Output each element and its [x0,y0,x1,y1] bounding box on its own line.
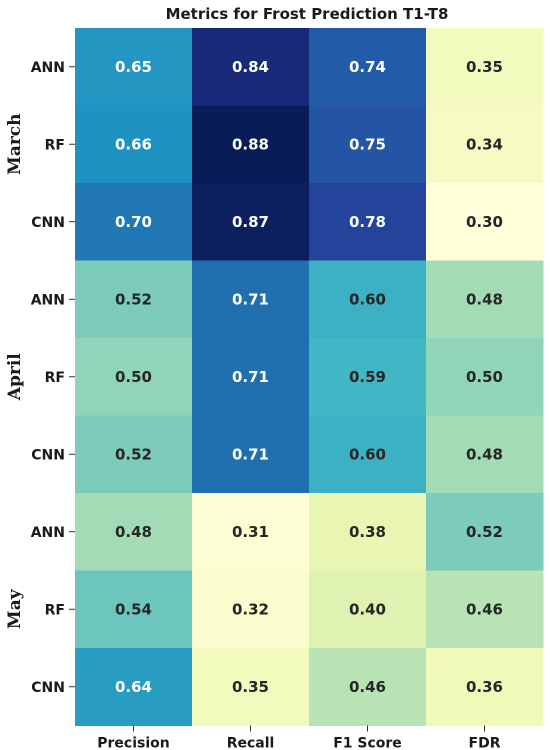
cell-value-label: 0.71 [232,290,269,308]
group-label: April [5,353,25,401]
cell-value-label: 0.34 [466,135,503,153]
cell-value-label: 0.50 [466,368,503,386]
heatmap-cell [75,570,193,649]
heatmap-cell [426,183,544,261]
heatmap-cell [309,105,427,184]
cell-value-label: 0.84 [232,58,269,76]
cell-value-label: 0.88 [232,135,269,153]
cell-value-label: 0.65 [115,58,152,76]
cell-value-label: 0.54 [115,600,152,618]
cell-value-label: 0.35 [232,678,269,696]
cell-value-label: 0.40 [349,600,386,618]
group-labels: March April May [5,113,25,629]
cell-value-label: 0.75 [349,135,386,153]
heatmap-cell [426,415,544,494]
heatmap-cell [426,28,544,106]
cell-value-label: 0.66 [115,135,152,153]
heatmap-cell [75,260,193,339]
y-tick-label: ANN [31,292,65,308]
heatmap-cell [309,28,427,106]
heatmap-cell [309,260,427,339]
y-tick-label: ANN [31,525,65,541]
heatmap-cell [192,105,310,184]
heatmap-cell [309,648,427,726]
heatmap-cell [309,338,427,416]
cell-value-label: 0.50 [115,368,152,386]
cell-value-label: 0.31 [232,523,269,541]
x-tick-label: Precision [97,736,169,750]
cell-value-label: 0.46 [466,600,503,618]
chart-title: Metrics for Frost Prediction T1-T8 [166,5,449,23]
y-tick-label: RF [45,602,65,618]
heatmap-cell [426,338,544,416]
y-tick-label: CNN [31,215,65,231]
x-tick-label: F1 Score [333,736,402,750]
cell-value-label: 0.87 [232,213,269,231]
heatmap-cell [309,415,427,494]
group-label: March [5,113,25,175]
cell-value-label: 0.32 [232,600,269,618]
heatmap-cell-labels: 0.65 0.84 0.74 0.35 0.66 0.88 0.75 0.34 0.70 0.87… [115,58,503,696]
heatmap-cell [426,105,544,184]
y-tick-label: RF [45,370,65,386]
x-tick-label: Recall [227,736,275,750]
heatmap-cell [309,493,427,571]
cell-value-label: 0.52 [466,523,503,541]
y-tick-labels: ANN RF CNN ANN RF CNN ANN RF CNN [31,60,75,696]
cell-value-label: 0.71 [232,445,269,463]
cell-value-label: 0.64 [115,678,152,696]
heatmap-cell [75,338,193,416]
cell-value-label: 0.52 [115,290,152,308]
heatmap-cell [75,415,193,494]
heatmap-cell [426,260,544,339]
heatmap-cell [192,338,310,416]
cell-value-label: 0.60 [349,290,386,308]
cell-value-label: 0.48 [115,523,152,541]
heatmap-cell [192,648,310,726]
cell-value-label: 0.48 [466,290,503,308]
cell-value-label: 0.78 [349,213,386,231]
cell-value-label: 0.52 [115,445,152,463]
cell-value-label: 0.46 [349,678,386,696]
group-label: May [5,588,25,629]
cell-value-label: 0.71 [232,368,269,386]
heatmap-cell [192,183,310,261]
y-tick-label: RF [45,137,65,153]
heatmap-cell [426,493,544,571]
cell-value-label: 0.74 [349,58,386,76]
heatmap-cell [75,183,193,261]
cell-value-label: 0.70 [115,213,152,231]
heatmap-cell [192,570,310,649]
heatmap-cell [75,493,193,571]
heatmap-cells [75,28,544,726]
heatmap-cell [426,648,544,726]
heatmap-cell [75,28,193,106]
cell-value-label: 0.38 [349,523,386,541]
heatmap-cell [192,260,310,339]
heatmap-cell [309,570,427,649]
x-tick-label: FDR [469,736,501,750]
cell-value-label: 0.48 [466,445,503,463]
heatmap-cell [309,183,427,261]
cell-value-label: 0.59 [349,368,386,386]
cell-value-label: 0.36 [466,678,503,696]
y-tick-label: CNN [31,680,65,696]
x-tick-labels: Precision Recall F1 Score FDR [97,725,501,750]
cell-value-label: 0.35 [466,58,503,76]
y-tick-label: CNN [31,447,65,463]
heatmap-cell [426,570,544,649]
heatmap-cell [192,415,310,494]
y-tick-label: ANN [31,60,65,76]
cell-value-label: 0.30 [466,213,503,231]
heatmap-cell [192,28,310,106]
heatmap-cell [75,648,193,726]
heatmap-cell [75,105,193,184]
cell-value-label: 0.60 [349,445,386,463]
heatmap-cell [192,493,310,571]
